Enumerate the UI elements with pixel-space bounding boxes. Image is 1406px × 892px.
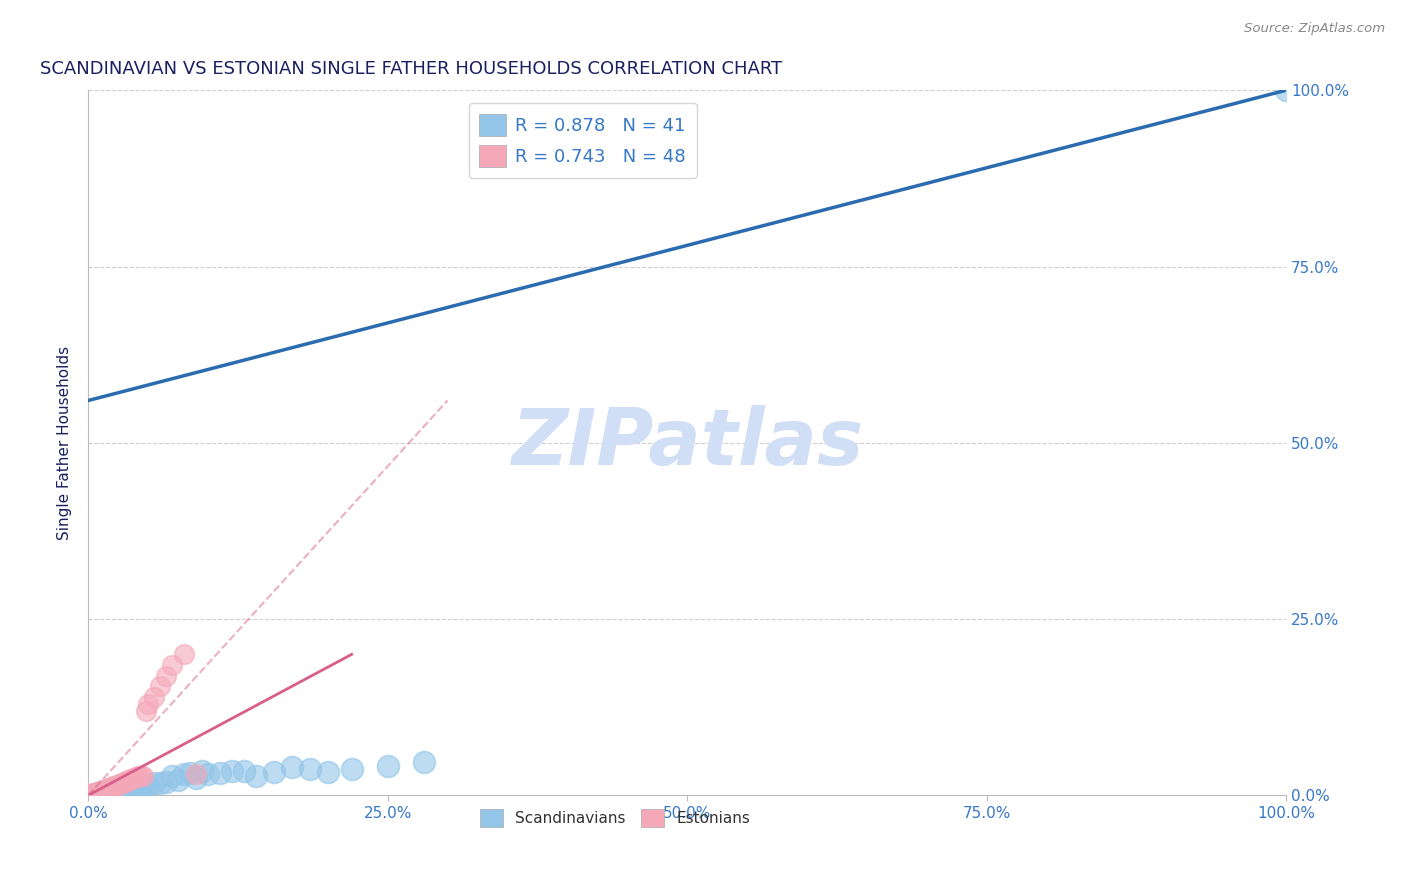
Point xyxy=(122,771,145,785)
Point xyxy=(263,765,285,780)
Point xyxy=(127,769,149,783)
Point xyxy=(208,765,231,780)
Y-axis label: Single Father Households: Single Father Households xyxy=(58,346,72,540)
Point xyxy=(179,765,201,780)
Point xyxy=(191,764,214,778)
Text: Source: ZipAtlas.com: Source: ZipAtlas.com xyxy=(1244,22,1385,36)
Point xyxy=(94,784,117,798)
Point xyxy=(112,781,135,796)
Point xyxy=(87,785,110,799)
Point xyxy=(136,697,159,711)
Point xyxy=(100,780,122,795)
Point xyxy=(135,704,157,718)
Point xyxy=(412,755,434,769)
Point xyxy=(101,785,124,799)
Point xyxy=(298,762,321,776)
Point xyxy=(104,779,127,793)
Point xyxy=(94,782,117,797)
Point xyxy=(1275,83,1298,97)
Legend: Scandinavians, Estonians: Scandinavians, Estonians xyxy=(474,803,756,834)
Point xyxy=(91,785,114,799)
Point xyxy=(84,786,107,800)
Point xyxy=(111,775,134,789)
Point xyxy=(117,773,139,788)
Point xyxy=(93,783,115,797)
Point xyxy=(149,775,172,789)
Point xyxy=(103,782,125,797)
Point xyxy=(112,775,135,789)
Point xyxy=(98,780,121,795)
Point xyxy=(125,780,148,794)
Point xyxy=(184,767,207,781)
Point xyxy=(108,777,131,791)
Text: ZIPatlas: ZIPatlas xyxy=(510,405,863,481)
Point xyxy=(129,769,152,783)
Point xyxy=(245,769,267,783)
Point xyxy=(107,778,129,792)
Point xyxy=(120,772,142,787)
Point xyxy=(96,782,118,797)
Point xyxy=(87,786,110,800)
Point xyxy=(197,767,219,781)
Point xyxy=(107,782,129,797)
Point xyxy=(232,764,254,778)
Point xyxy=(377,758,399,772)
Point xyxy=(135,778,157,792)
Point xyxy=(131,779,153,793)
Point xyxy=(127,779,149,793)
Point xyxy=(86,786,108,800)
Point xyxy=(155,775,177,789)
Point xyxy=(167,772,190,787)
Point xyxy=(115,774,138,789)
Point xyxy=(111,781,134,796)
Point xyxy=(136,778,159,792)
Point xyxy=(97,781,120,796)
Point xyxy=(89,784,111,798)
Point xyxy=(184,771,207,785)
Point xyxy=(94,782,117,797)
Point xyxy=(173,767,195,781)
Point xyxy=(94,783,117,797)
Point xyxy=(89,786,111,800)
Point xyxy=(173,648,195,662)
Point xyxy=(105,778,128,792)
Point xyxy=(221,764,243,778)
Point xyxy=(120,780,142,794)
Point xyxy=(155,668,177,682)
Point xyxy=(143,690,166,704)
Point xyxy=(160,769,183,783)
Point xyxy=(125,770,148,784)
Point xyxy=(160,657,183,672)
Point xyxy=(143,776,166,790)
Point xyxy=(101,780,124,794)
Point xyxy=(83,786,105,800)
Point xyxy=(115,780,138,794)
Point xyxy=(83,787,105,801)
Point xyxy=(111,776,134,790)
Point xyxy=(281,760,304,774)
Point xyxy=(149,679,172,693)
Point xyxy=(83,786,105,800)
Point xyxy=(80,787,103,801)
Point xyxy=(122,781,145,796)
Point xyxy=(91,783,114,797)
Point xyxy=(98,783,121,797)
Point xyxy=(316,765,339,780)
Point xyxy=(87,786,110,800)
Point xyxy=(79,787,101,801)
Point xyxy=(98,781,121,796)
Point xyxy=(103,779,125,793)
Point xyxy=(87,785,110,799)
Point xyxy=(89,785,111,799)
Point xyxy=(340,762,363,776)
Point xyxy=(103,779,125,793)
Point xyxy=(132,769,155,783)
Text: SCANDINAVIAN VS ESTONIAN SINGLE FATHER HOUSEHOLDS CORRELATION CHART: SCANDINAVIAN VS ESTONIAN SINGLE FATHER H… xyxy=(41,60,783,78)
Point xyxy=(90,784,112,798)
